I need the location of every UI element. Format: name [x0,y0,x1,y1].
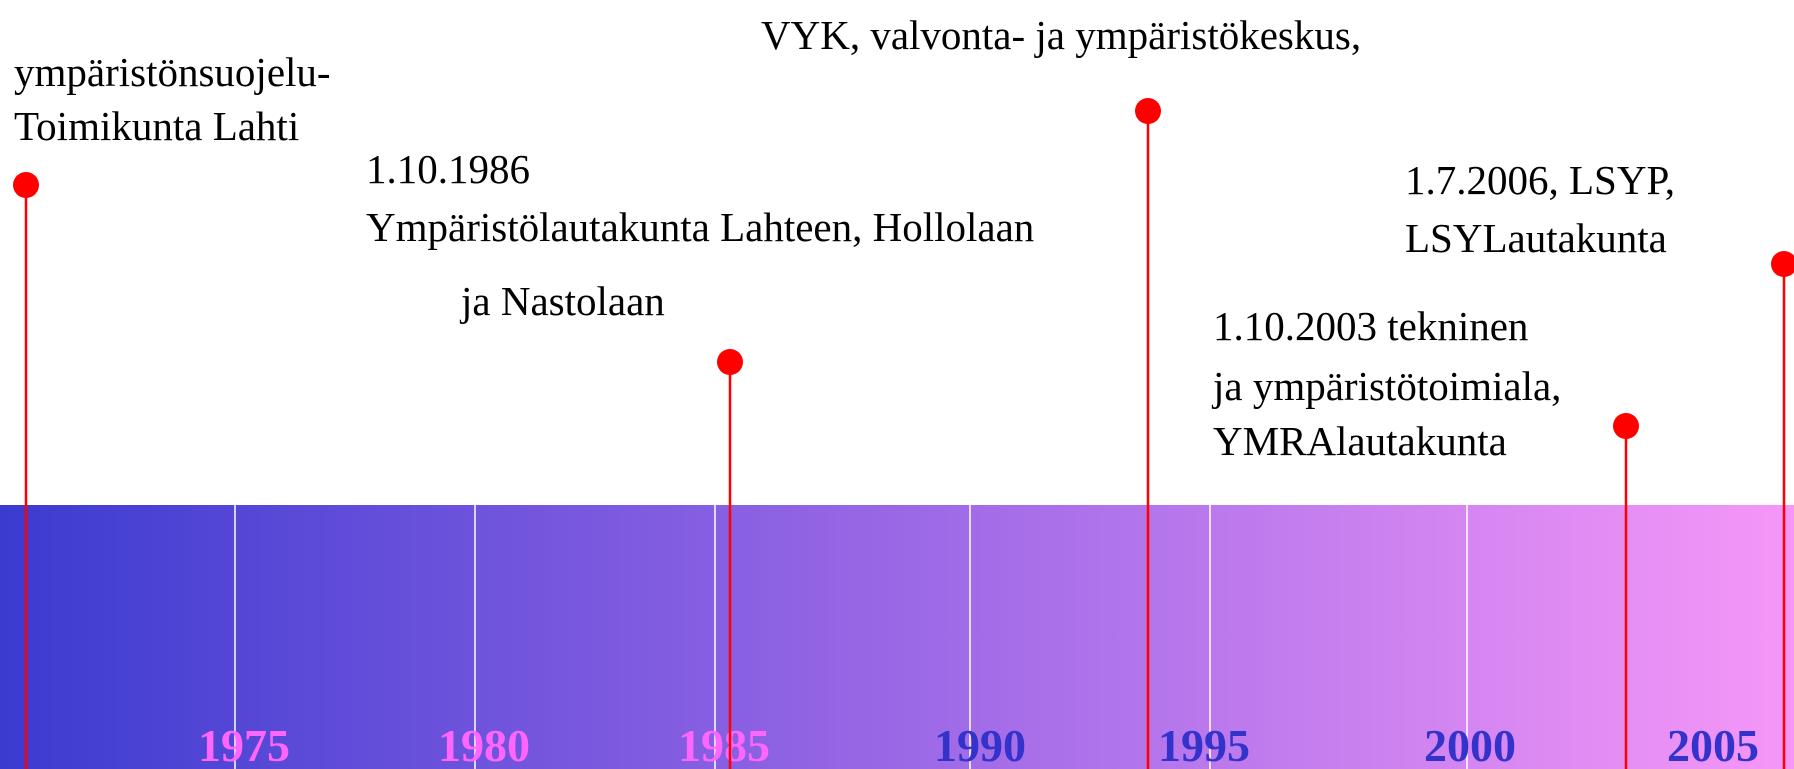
year-label: 1985 [678,720,770,769]
event-label: ja Nastolaan [459,278,665,324]
band-dividers [234,505,1468,769]
event-dot [13,172,39,198]
event-label: 1.10.2003 tekninen [1213,303,1528,349]
event-label: ympäristönsuojelu- [14,49,331,95]
event-label: ja ympäristötoimiala, [1211,363,1561,409]
event-dot [1771,251,1794,277]
event-label: Ympäristölautakunta Lahteen, Hollolaan [366,204,1034,250]
year-label: 1995 [1158,720,1250,769]
year-label: 1990 [934,720,1026,769]
event-label: 1.10.1986 [366,146,530,192]
event-dot [717,349,743,375]
year-label: 2005 [1667,720,1759,769]
event-label: Toimikunta Lahti [14,103,299,149]
year-label: 1980 [438,720,530,769]
event-label: VYK, valvonta- ja ympäristökeskus, [761,12,1361,58]
year-label: 1975 [198,720,290,769]
timeline-band [0,505,1794,769]
event-dot [1613,413,1639,439]
event-dot [1135,98,1161,124]
event-label: LSYLautakunta [1405,215,1667,261]
event-label: YMRAlautakunta [1213,418,1507,464]
event-label: 1.7.2006, LSYP, [1405,157,1675,203]
year-label: 2000 [1424,720,1516,769]
